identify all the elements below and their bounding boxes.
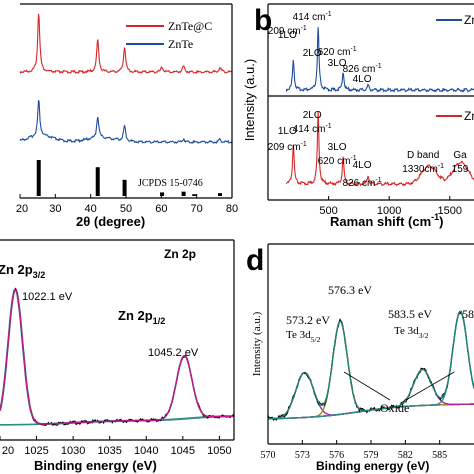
oxide-pointer-line xyxy=(405,371,455,401)
xrd-x-tick-label: 30 xyxy=(49,203,61,215)
zn2p-envelope xyxy=(0,288,234,425)
reference-bar xyxy=(122,179,127,196)
zn2p-title: Zn 2p xyxy=(164,247,196,261)
xrd-chart: 20 30 40 50 60 70 80 2θ (degree) ZnTe@C ZnTe J… xyxy=(16,3,238,229)
te3d-x-tick-label: 570 xyxy=(261,450,276,461)
te3d-peak-573-label: Te 3d5/2 xyxy=(286,329,321,344)
xrd-x-tick-label: 40 xyxy=(85,203,97,215)
zn2p-raw-data xyxy=(0,287,235,427)
te3d-peak-576-value: 576.3 eV xyxy=(328,283,372,297)
te3d-x-tick-label: 585 xyxy=(432,450,447,461)
raman-bottom-peak-label: 2LO xyxy=(303,110,322,121)
raman-top-peak-label: 4LO xyxy=(353,74,372,85)
zn2p-x-tick-label: 1035 xyxy=(97,445,121,457)
raman-top-peak-shift: 414 cm-1 xyxy=(293,11,332,23)
raman-bottom-peak-shift: 620 cm-1 xyxy=(318,155,357,167)
te3d-oxide-label: Oxide xyxy=(380,401,409,415)
panel-letter-d: d xyxy=(246,244,264,277)
raman-legend-bottom: Zn xyxy=(464,109,474,123)
zn2p-peak1-value: 1022.1 eV xyxy=(22,291,73,303)
te3d-xps-chart: d 570 573 576 579 582 585 573.2 eV Te 3d5/2 576.… xyxy=(246,243,474,473)
zn2p-x-tick-label: 1045 xyxy=(171,445,195,457)
te3d-peak-583-label: Te 3d3/2 xyxy=(394,325,429,340)
xrd-series-line xyxy=(19,100,233,144)
reference-bar xyxy=(36,160,41,196)
reference-label: JCPDS 15-0746 xyxy=(138,178,203,189)
te3d-x-tick-label: 573 xyxy=(295,450,310,461)
te3d-x-tick-label: 579 xyxy=(364,450,379,461)
panel-c-zn2p: 20 1025 1030 1035 1040 1045 1050 Zn 2p3/2 1022.1… xyxy=(0,232,240,474)
te3d-y-axis-label: Intensity (a.u.) xyxy=(251,311,263,376)
raman-y-axis-label: Intensity (a.u.) xyxy=(242,59,257,141)
panel-b-raman: b 500 1000 1500 1LO 209 cm-1 2LO 414 cm-1 3LO 62… xyxy=(240,0,474,232)
raman-series-line xyxy=(285,27,474,93)
oxide-pointer-line xyxy=(343,371,391,401)
zn2p-x-tick-label: 1040 xyxy=(134,445,158,457)
zn2p-x-tick-label: 20 xyxy=(2,445,14,457)
raman-bottom-peak-shift: 414 cm-1 xyxy=(293,123,332,135)
panel-d-te3d: d 570 573 576 579 582 585 573.2 eV Te 3d5/2 576.… xyxy=(240,232,474,474)
raman-x-tick-label: 500 xyxy=(319,205,337,217)
te3d-x-tick-label: 582 xyxy=(398,450,413,461)
legend-label-znte: ZnTe xyxy=(168,37,193,51)
raman-bottom-peak-shift: 209 cm-1 xyxy=(268,141,307,153)
reference-bar xyxy=(181,191,186,196)
reference-bar xyxy=(192,194,197,196)
xrd-x-tick-label: 50 xyxy=(120,203,132,215)
xrd-series-line xyxy=(19,13,233,75)
zn2p-xps-chart: 20 1025 1030 1035 1040 1045 1050 Zn 2p3/2 1022.1… xyxy=(0,239,235,473)
reference-bar xyxy=(217,193,222,196)
te3d-x-tick-label: 576 xyxy=(329,450,344,461)
raman-x-tick-label: 1000 xyxy=(377,205,401,217)
zn2p-peak1-label: Zn 2p3/2 xyxy=(0,262,45,280)
xrd-x-tick-label: 20 xyxy=(16,203,28,215)
te3d-x-axis-label: Binding energy (eV) xyxy=(316,459,429,473)
raman-top-peak-label: 3LO xyxy=(328,58,347,69)
te3d-envelope xyxy=(268,310,474,420)
raman-top-peak-shift: 620 cm-1 xyxy=(318,46,357,58)
raman-bottom-peak-label: 3LO xyxy=(328,142,347,153)
te3d-peak-583-value: 583.5 eV xyxy=(388,307,432,321)
xrd-x-tick-label: 70 xyxy=(191,203,203,215)
xrd-x-tick-label: 60 xyxy=(155,203,167,215)
zn2p-x-tick-label: 1050 xyxy=(207,445,231,457)
xrd-x-tick-label: 80 xyxy=(226,203,238,215)
legend-label-zntec: ZnTe@C xyxy=(168,19,212,33)
zn2p-x-axis-label: Binding energy (eV) xyxy=(34,458,157,473)
raman-top-peak-label: 2LO xyxy=(303,48,322,59)
zn2p-x-tick-label: 1025 xyxy=(24,445,48,457)
raman-x-tick-label: 1500 xyxy=(438,205,462,217)
raman-bottom-peak-label: 1LO xyxy=(278,126,297,137)
raman-top-peak-shift: 826 cm-1 xyxy=(343,63,382,75)
raman-top-peak-label: 1LO xyxy=(278,30,297,41)
raman-bottom-peak-label: 4LO xyxy=(353,160,372,171)
raman-x-axis-label: Raman shift (cm-1) xyxy=(330,212,444,229)
panel-a-xrd: 20 30 40 50 60 70 80 2θ (degree) ZnTe@C ZnTe J… xyxy=(0,0,240,232)
te3d-peak-573-value: 573.2 eV xyxy=(286,313,330,327)
zn2p-peak2-label: Zn 2p1/2 xyxy=(118,308,165,326)
raman-legend-top: Zn xyxy=(464,13,474,27)
te3d-peak-586-value: 58 xyxy=(462,307,474,321)
raman-top-peak-shift: 209 cm-1 xyxy=(268,25,307,37)
raman-bottom-peak-label: Ga xyxy=(453,150,467,161)
reference-bar xyxy=(95,167,100,196)
raman-bottom-peak-shift: 1330cm-1 xyxy=(402,163,444,175)
zn2p-fit-peak-2 xyxy=(0,354,234,426)
raman-bottom-peak-shift: 159 xyxy=(452,164,469,175)
xrd-x-axis-label: 2θ (degree) xyxy=(76,214,145,229)
raman-bottom-peak-shift: 826 cm-1 xyxy=(343,177,382,189)
reference-bar xyxy=(160,192,165,196)
zn2p-peak2-value: 1045.2 eV xyxy=(148,347,199,359)
zn2p-x-tick-label: 1030 xyxy=(61,445,85,457)
raman-bottom-peak-label: D band xyxy=(407,150,439,161)
raman-series-line xyxy=(285,111,474,187)
te3d-background xyxy=(268,403,474,420)
